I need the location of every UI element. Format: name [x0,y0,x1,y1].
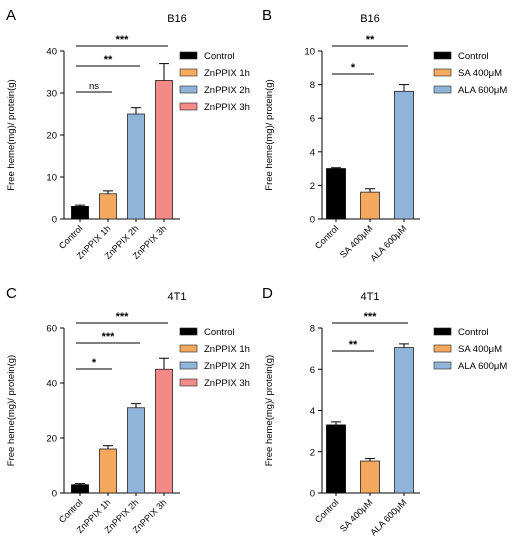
bar-2 [394,90,414,220]
x-category-label: Control [313,497,341,525]
y-tick-label: 20 [46,131,57,142]
legend-swatch [433,344,452,353]
legend-swatch [179,361,198,370]
chart-title: B16 [167,13,187,25]
panel-a: A B16 Free heme(mg)/ protein(g) 0 10 20 30 40 Co… [6,7,250,261]
legend-swatch [179,68,198,77]
legend-label: ALA 600μM [458,85,507,96]
significance-label: *** [102,331,116,343]
legend-label: ZnPPIX 3h [204,102,250,113]
y-tick-label: 8 [310,324,315,335]
y-tick-label: 6 [310,365,315,376]
panel-letter: B [262,7,272,24]
y-axis-label: Free heme(mg)/ protein(g) [264,79,275,190]
legend-label: ZnPPIX 2h [204,361,250,372]
significance-label: * [92,357,97,369]
legend-label: ZnPPIX 2h [204,85,250,96]
y-tick-label: 30 [46,89,57,100]
y-tick-label: 0 [310,215,315,226]
y-tick-label: 60 [46,324,57,335]
legend-label: ALA 600μM [458,361,507,372]
legend-swatch [433,68,452,77]
legend-swatch [433,361,452,370]
y-tick-label: 2 [310,447,315,458]
y-tick-label: 40 [46,47,57,58]
y-tick-label: 40 [46,379,57,390]
x-category-label: Control [57,497,85,525]
legend-swatch [179,327,198,336]
y-tick-label: 20 [46,434,57,445]
x-category-label: Control [313,223,341,251]
bar-2 [394,347,414,494]
legend-label: ZnPPIX 1h [204,344,250,355]
y-axis-label: Free heme(mg)/ protein(g) [264,355,275,466]
legend-swatch [179,344,198,353]
panel-b: B B16 Free heme(mg)/ protein(g) 0 2 4 6 8 10 Cont… [262,7,507,263]
y-tick-label: 10 [46,173,57,184]
bar-0 [71,484,89,494]
x-category-label: Control [57,223,85,251]
bar-0 [326,168,346,220]
legend-label: Control [204,327,235,338]
legend-swatch [179,85,198,94]
bar-1 [360,191,380,220]
y-tick-label: 2 [310,181,315,192]
legend-swatch [433,51,452,60]
bar-1 [99,448,117,494]
y-tick-label: 0 [310,489,315,500]
significance-label: *** [116,311,130,323]
y-tick-label: 0 [52,215,57,226]
legend-label: Control [458,327,489,338]
chart-title: B16 [360,13,380,25]
panel-letter: C [6,285,17,302]
legend-swatch [433,85,452,94]
bar-1 [360,460,380,494]
chart-title: 4T1 [168,291,187,303]
significance-label: *** [364,311,378,323]
chart-title: 4T1 [361,291,380,303]
x-category-label: ALA 600μM [368,223,408,263]
significance-label: ns [89,81,99,92]
y-tick-label: 4 [310,406,315,417]
significance-label: * [351,62,356,74]
y-tick-label: 8 [310,80,315,91]
significance-label: ** [366,34,375,46]
bar-2 [127,407,145,494]
y-tick-label: 6 [310,114,315,125]
bar-3 [155,80,173,220]
panel-letter: A [6,7,16,24]
x-category-label: ALA 600μM [368,497,408,537]
panel-c: C 4T1 Free heme(mg)/ protein(g) 0 20 40 60 Cont… [6,285,250,535]
y-axis-label: Free heme(mg)/ protein(g) [6,355,17,466]
legend-label: ZnPPIX 3h [204,378,250,389]
panel-letter: D [262,285,273,302]
legend-swatch [179,102,198,111]
bar-2 [127,113,145,220]
legend-swatch [179,51,198,60]
bar-0 [326,424,346,494]
significance-label: ** [104,54,113,66]
bar-0 [71,205,89,220]
legend-label: ZnPPIX 1h [204,68,250,79]
legend-label: SA 400μM [458,68,502,79]
legend-swatch [433,327,452,336]
y-axis-label: Free heme(mg)/ protein(g) [6,79,17,190]
y-tick-label: 4 [310,147,315,158]
y-tick-label: 10 [304,47,315,58]
legend-label: Control [204,51,235,62]
y-tick-label: 0 [52,489,57,500]
legend-swatch [179,378,198,387]
panel-d: D 4T1 Free heme(mg)/ protein(g) 0 2 4 6 8 Contro… [262,285,507,537]
legend-label: Control [458,51,489,62]
legend-label: SA 400μM [458,344,502,355]
bar-1 [99,193,117,220]
significance-label: ** [349,339,358,351]
bar-3 [155,368,173,494]
significance-label: *** [116,34,130,46]
